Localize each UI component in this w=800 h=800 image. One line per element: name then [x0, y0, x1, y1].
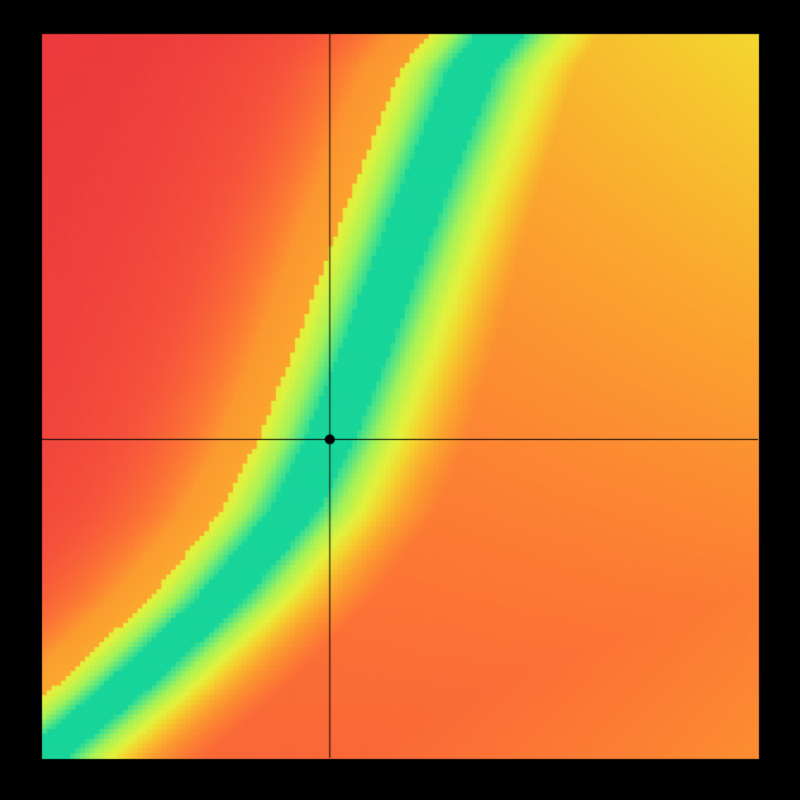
bottleneck-heatmap-chart: TheBottleneck.com [0, 0, 800, 800]
heatmap-canvas [0, 0, 800, 800]
